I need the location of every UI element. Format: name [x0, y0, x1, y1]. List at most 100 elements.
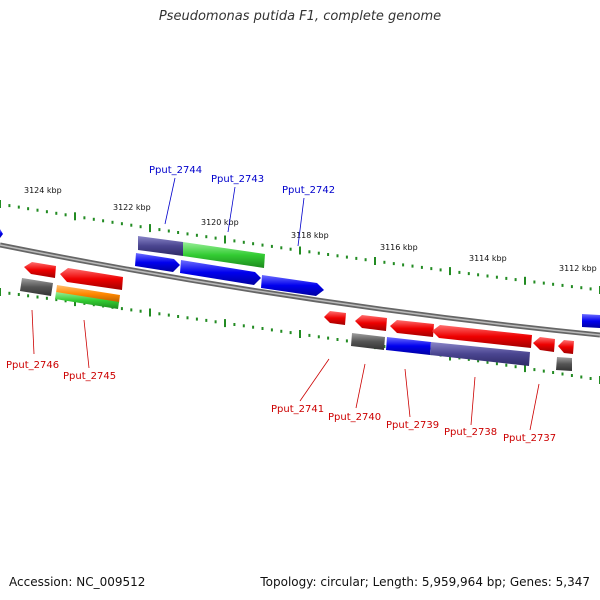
- minor-tick: [411, 264, 414, 268]
- minor-tick: [83, 216, 86, 220]
- gene-label: Pput_2740: [328, 412, 381, 423]
- minor-tick: [430, 267, 433, 271]
- minor-tick: [336, 254, 339, 258]
- major-tick: [524, 276, 526, 285]
- cds-feature: [432, 325, 532, 348]
- map-title: Pseudomonas putida F1, complete genome: [158, 9, 442, 24]
- cds-feature: [135, 253, 180, 272]
- minor-tick: [120, 222, 123, 226]
- minor-tick: [214, 236, 217, 240]
- minor-tick: [64, 213, 67, 217]
- minor-tick: [327, 253, 330, 256]
- minor-tick: [195, 233, 198, 237]
- minor-tick: [580, 286, 583, 290]
- minor-tick: [317, 251, 320, 255]
- minor-tick: [195, 317, 198, 321]
- genome-summary: Topology: circular; Length: 5,959,964 bp…: [260, 575, 590, 589]
- minor-tick: [317, 335, 320, 339]
- minor-tick: [477, 273, 480, 277]
- minor-tick: [205, 318, 208, 322]
- minor-tick: [439, 268, 442, 272]
- scale-label: 3122 kbp: [113, 203, 151, 212]
- cds-feature: [582, 314, 600, 328]
- label-leaders: [31, 177, 540, 431]
- minor-tick: [589, 377, 592, 380]
- forward-features: [0, 229, 600, 328]
- cds-feature: [55, 292, 119, 309]
- minor-tick: [280, 329, 283, 333]
- cds-feature: [533, 337, 555, 352]
- cds-feature: [390, 320, 434, 337]
- major-tick: [149, 224, 151, 233]
- minor-tick: [345, 255, 348, 259]
- minor-tick: [345, 339, 348, 343]
- minor-tick: [486, 360, 489, 364]
- minor-tick: [261, 243, 264, 247]
- scale-ticks-outer: [0, 200, 600, 294]
- minor-tick: [252, 242, 255, 246]
- minor-tick: [36, 208, 39, 212]
- minor-tick: [111, 220, 114, 224]
- minor-tick: [252, 325, 255, 329]
- minor-tick: [327, 336, 330, 340]
- minor-tick: [45, 210, 48, 214]
- reverse-features: [20, 262, 574, 371]
- minor-tick: [308, 333, 311, 337]
- gene-label: Pput_2744: [149, 165, 202, 176]
- minor-tick: [158, 312, 161, 316]
- minor-tick: [233, 323, 236, 326]
- minor-tick: [589, 287, 592, 291]
- minor-tick: [533, 368, 536, 372]
- minor-tick: [570, 374, 573, 377]
- minor-tick: [580, 375, 583, 379]
- minor-tick: [139, 225, 142, 229]
- cds-feature: [386, 337, 431, 355]
- minor-tick: [505, 363, 508, 367]
- scale-label: 3116 kbp: [380, 243, 418, 252]
- minor-tick: [45, 296, 48, 300]
- major-tick: [224, 319, 226, 328]
- minor-tick: [139, 309, 142, 313]
- minor-tick: [55, 298, 58, 302]
- cds-feature: [261, 275, 324, 296]
- major-tick: [449, 267, 451, 276]
- gene-labels: Pput_2744 Pput_2743 Pput_2742 Pput_2746 …: [6, 165, 556, 444]
- minor-tick: [177, 231, 180, 234]
- minor-tick: [55, 211, 58, 215]
- minor-tick: [383, 260, 386, 264]
- cds-feature: [56, 285, 120, 303]
- cds-feature: [556, 357, 572, 371]
- minor-tick: [205, 235, 208, 239]
- minor-tick: [158, 228, 161, 232]
- minor-tick: [27, 294, 30, 298]
- gene-label: Pput_2739: [386, 420, 439, 431]
- cds-feature: [138, 236, 183, 256]
- minor-tick: [270, 244, 273, 248]
- minor-tick: [186, 232, 189, 236]
- minor-tick: [495, 275, 498, 279]
- minor-tick: [289, 247, 292, 251]
- cds-feature: [180, 260, 261, 285]
- gene-label: Pput_2746: [6, 360, 59, 371]
- cds-feature: [430, 342, 530, 366]
- scale-label: 3120 kbp: [201, 218, 239, 227]
- minor-tick: [383, 345, 386, 348]
- minor-tick: [552, 371, 555, 374]
- minor-tick: [167, 229, 170, 233]
- minor-tick: [392, 262, 395, 266]
- minor-tick: [552, 282, 555, 286]
- major-tick: [149, 308, 151, 317]
- minor-tick: [280, 246, 283, 250]
- scale-label: 3124 kbp: [24, 186, 62, 195]
- minor-tick: [505, 276, 508, 280]
- major-tick: [0, 288, 1, 296]
- cds-feature: [324, 311, 346, 325]
- scale-labels: 3124 kbp 3122 kbp 3120 kbp 3118 kbp 3116…: [24, 186, 597, 273]
- minor-tick: [495, 362, 498, 366]
- minor-tick: [561, 283, 564, 287]
- minor-tick: [289, 331, 292, 335]
- major-tick: [299, 330, 301, 338]
- minor-tick: [64, 299, 67, 303]
- minor-tick: [242, 324, 245, 328]
